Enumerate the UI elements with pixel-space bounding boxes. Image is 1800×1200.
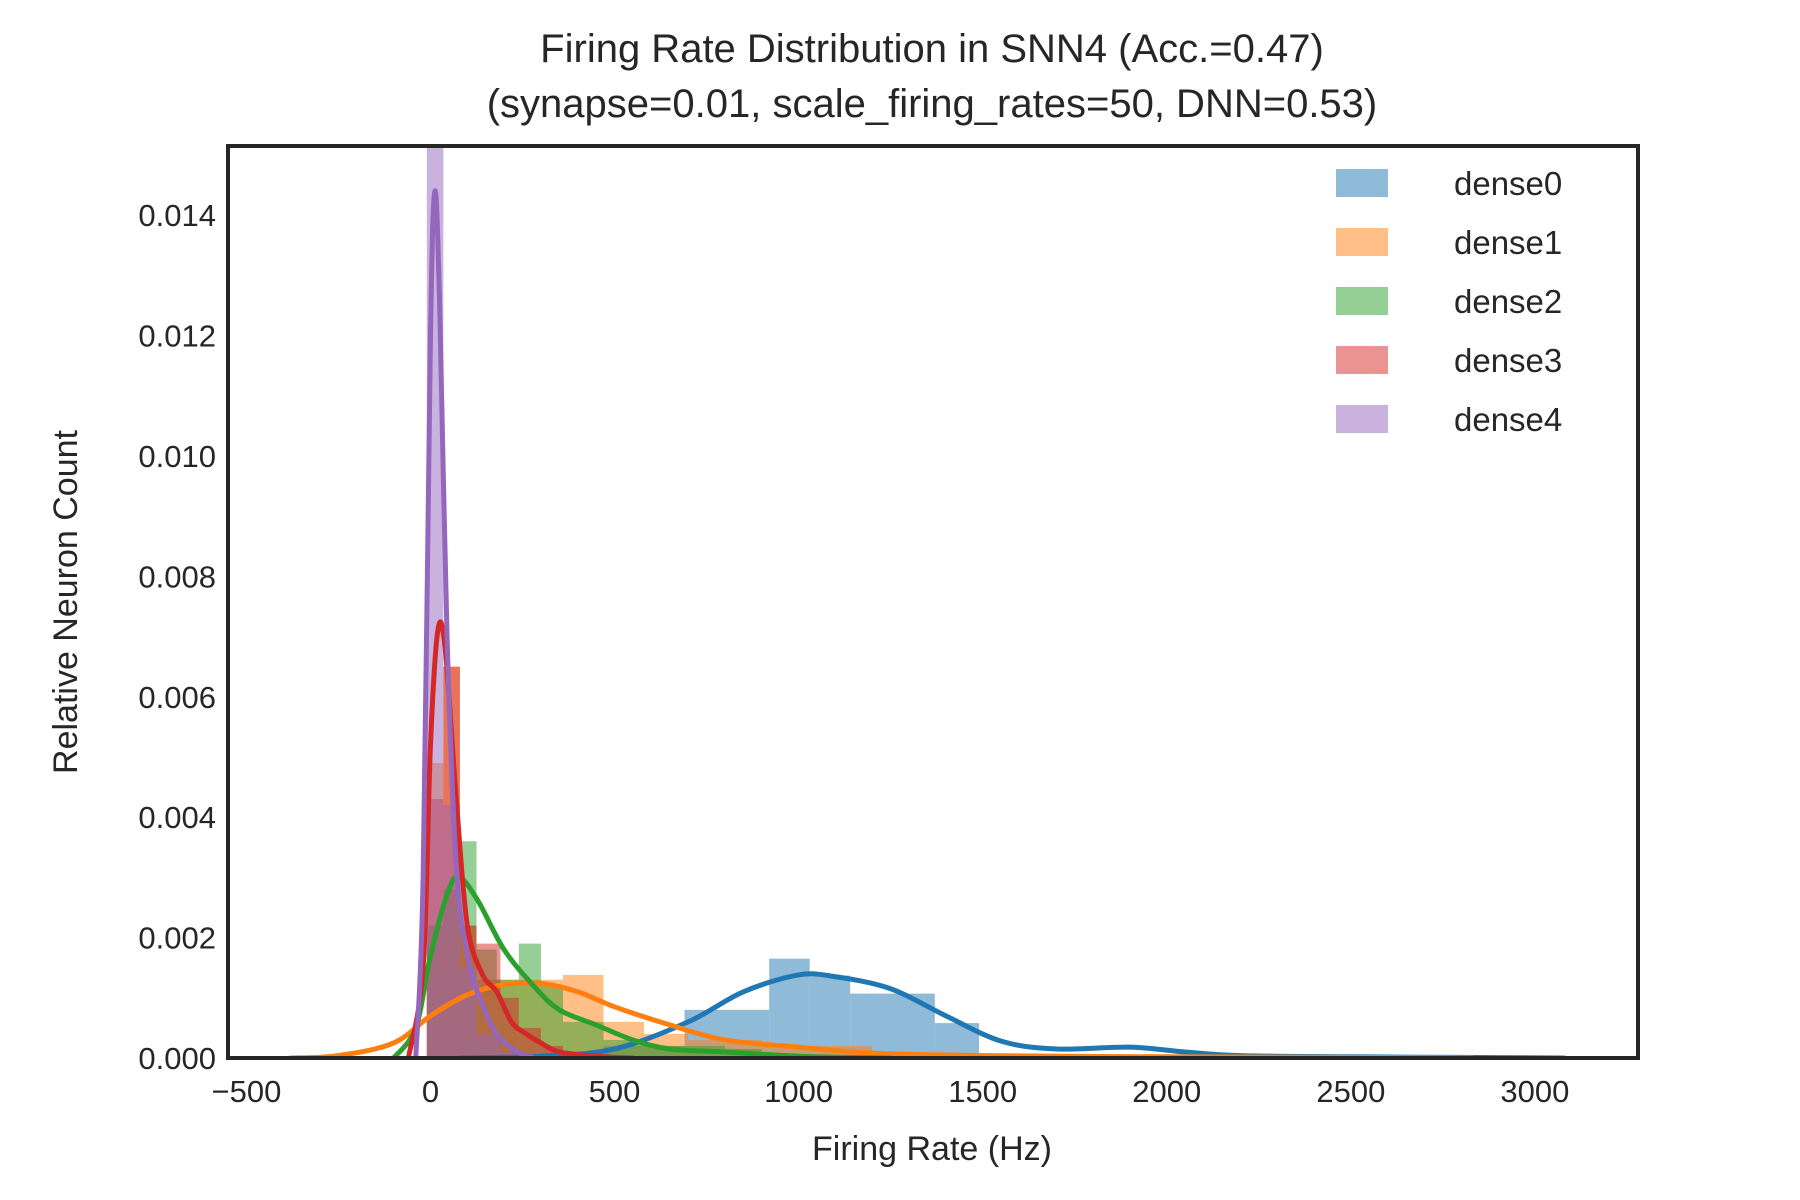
series-dense1-histogram [426,666,1462,1058]
legend-swatch [1336,287,1388,315]
x-axis: −500 0 500 1000 1500 2000 2500 3000 [211,1074,1569,1109]
legend-item-dense0: dense0 [1336,165,1562,202]
kde-line-dense0 [457,971,1567,1058]
x-tick-label: 2000 [1132,1074,1201,1109]
plot-frame [226,144,1640,1060]
y-tick-label: 0.014 [138,198,216,233]
y-tick-label: 0.004 [138,800,216,835]
x-tick-label: 2500 [1316,1074,1385,1109]
legend-label: dense3 [1454,342,1562,379]
x-tick-label: 1500 [948,1074,1017,1109]
kde-line-dense4 [413,188,537,1058]
hist-bar-dense2-6 [540,985,564,1058]
legend-label: dense2 [1454,283,1562,320]
kde-line-dense3 [405,619,636,1058]
y-axis-label: Relative Neuron Count [47,429,85,774]
hist-bar-dense0-3 [809,975,851,1058]
x-axis-label: Firing Rate (Hz) [812,1130,1052,1168]
legend-label: dense0 [1454,165,1562,202]
y-axis: 0.000 0.002 0.004 0.006 0.008 0.010 0.012 0.014 [138,198,216,1076]
legend-item-dense1: dense1 [1336,224,1562,261]
legend-item-dense3: dense3 [1336,342,1562,379]
legend-label: dense1 [1454,224,1562,261]
y-tick-label: 0.000 [138,1041,216,1076]
x-tick-label: 3000 [1500,1074,1569,1109]
chart-title: Firing Rate Distribution in SNN4 (Acc.=0… [540,27,1324,71]
y-tick-label: 0.006 [138,680,216,715]
legend: dense0 dense1 dense2 dense3 dense4 [1336,165,1562,438]
legend-swatch [1336,169,1388,197]
x-tick-label: 0 [422,1074,439,1109]
hist-bar-dense4-3 [476,1033,501,1058]
kde-line-dense2 [391,874,894,1058]
x-tick-label: −500 [211,1074,281,1109]
legend-swatch [1336,346,1388,374]
legend-label: dense4 [1454,401,1562,438]
x-tick-label: 500 [589,1074,641,1109]
x-tick-label: 1000 [764,1074,833,1109]
y-tick-label: 0.012 [138,319,216,354]
y-tick-label: 0.010 [138,439,216,474]
plot-area [288,146,1567,1058]
legend-item-dense2: dense2 [1336,283,1562,320]
y-tick-label: 0.002 [138,921,216,956]
chart-subtitle: (synapse=0.01, scale_firing_rates=50, DN… [487,82,1378,126]
legend-swatch [1336,228,1388,256]
legend-item-dense4: dense4 [1336,401,1562,438]
y-tick-label: 0.008 [138,559,216,594]
legend-swatch [1336,405,1388,433]
